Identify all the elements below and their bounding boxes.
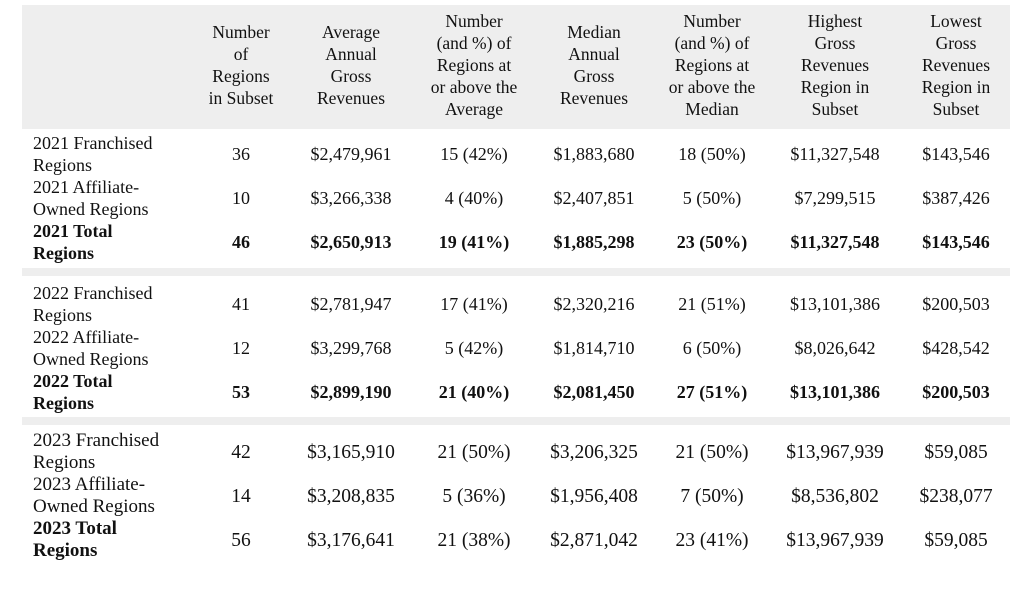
table-row: 2021 Franchised Regions 36 $2,479,961 15 (42… bbox=[33, 133, 990, 175]
row-label: 2022 Affiliate- Owned Regions bbox=[33, 327, 149, 369]
column-header-2: Average Annual Gross Revenues bbox=[316, 22, 386, 108]
column-header-7: Lowest Gross Revenues Region in Subset bbox=[921, 11, 991, 119]
group-divider bbox=[22, 268, 1010, 276]
row-label: 2021 Franchised Regions bbox=[33, 133, 153, 175]
table-row: 2022 Franchised Regions 41 $2,781,947 17 (41… bbox=[33, 283, 990, 325]
table-row: 2021 Affiliate- Owned Regions 10 $3,266,338… bbox=[33, 177, 990, 219]
table-row: 2023 Franchised Regions 42 $3,165,910 21 (50… bbox=[33, 430, 988, 473]
column-header-4: Median Annual Gross Revenues bbox=[559, 22, 629, 108]
row-label: 2023 Franchised Regions bbox=[33, 430, 160, 473]
row-label: 2021 Total Regions bbox=[33, 221, 113, 263]
table-row: 2021 Total Regions 46 $2,650,913 19 (41%) $1,… bbox=[33, 221, 990, 263]
row-label: 2022 Franchised Regions bbox=[33, 283, 153, 325]
table-row: 2023 Total Regions 56 $3,176,641 21 (38%) $2,… bbox=[33, 518, 988, 561]
column-header-6: Highest Gross Revenues Region in Subset bbox=[800, 11, 870, 119]
table-header bbox=[22, 5, 1010, 129]
row-label: 2022 Total Regions bbox=[33, 371, 113, 413]
table-row: 2023 Affiliate- Owned Regions 14 $3,208,835… bbox=[33, 474, 993, 517]
table-row: 2022 Affiliate- Owned Regions 12 $3,299,768… bbox=[33, 327, 990, 369]
table-row: 2022 Total Regions 53 $2,899,190 21 (40%) $2,… bbox=[33, 371, 990, 413]
row-label: 2023 Total Regions bbox=[33, 518, 117, 561]
column-header-1: Number of Regions in Subset bbox=[208, 22, 274, 108]
row-label: 2021 Affiliate- Owned Regions bbox=[33, 177, 149, 219]
group-divider bbox=[22, 417, 1010, 425]
row-label: 2023 Affiliate- Owned Regions bbox=[33, 474, 155, 517]
column-header-5: Number (and %) of Regions at or above the Me… bbox=[668, 11, 756, 119]
column-header-3: Number (and %) of Regions at or above the Av… bbox=[430, 11, 518, 119]
